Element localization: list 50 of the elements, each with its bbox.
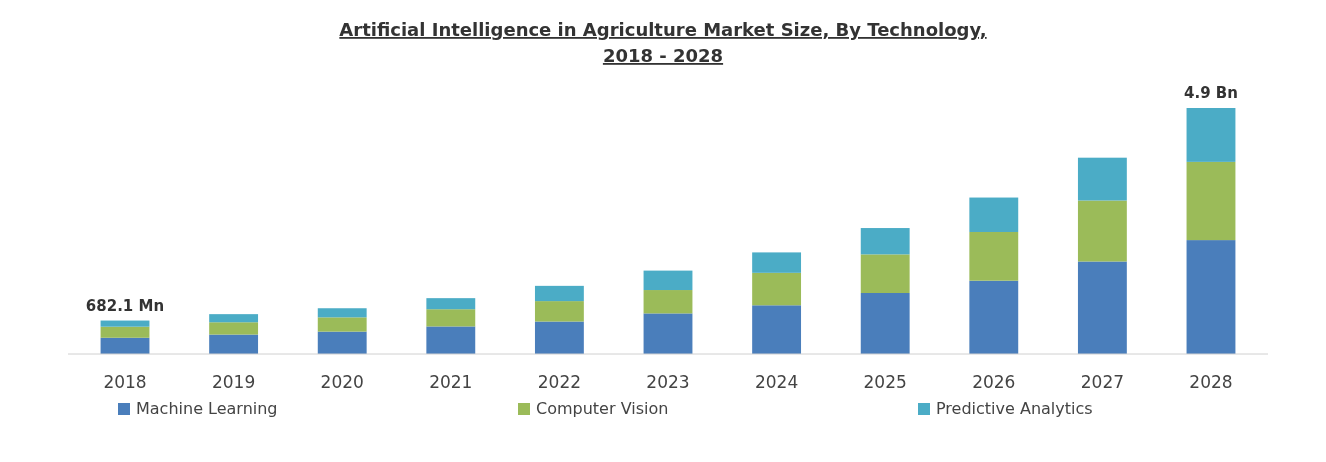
- bar: [969, 197, 1019, 232]
- bar: [317, 317, 367, 332]
- annotation: 682.1 Mn: [85, 296, 165, 315]
- bar: [969, 280, 1019, 354]
- bar: [752, 272, 802, 306]
- bar: [100, 326, 150, 338]
- bar: [860, 228, 910, 255]
- bar: [752, 252, 802, 273]
- x-tick-label: 2025: [863, 372, 907, 392]
- bar: [209, 322, 259, 335]
- x-tick-label: 2026: [972, 372, 1016, 392]
- x-tick-label: 2022: [537, 372, 582, 392]
- x-tick-label: 2028: [1189, 372, 1233, 392]
- x-tick-label: 2020: [320, 372, 364, 392]
- bar: [1186, 108, 1236, 162]
- x-tick-label: 2027: [1080, 372, 1125, 392]
- x-tick-label: 2019: [211, 372, 256, 392]
- bar: [1077, 157, 1127, 201]
- bar: [426, 298, 476, 310]
- bar: [860, 292, 910, 354]
- x-tick-label: 2023: [646, 372, 690, 392]
- bar: [426, 309, 476, 327]
- bar: [209, 314, 259, 323]
- bar: [1186, 161, 1236, 241]
- bar: [860, 254, 910, 293]
- bar: [426, 326, 476, 354]
- bar: [209, 334, 259, 354]
- bar: [317, 308, 367, 318]
- bar: [534, 285, 584, 302]
- bar: [534, 321, 584, 354]
- chart-title: Artificial Intelligence in Agriculture Market Size, By Technology, 2018 - 2028: [339, 19, 987, 66]
- bar: [1186, 240, 1236, 354]
- bar: [1077, 261, 1127, 354]
- x-tick-label: 2024: [754, 372, 799, 392]
- bar: [534, 301, 584, 322]
- bar: [100, 320, 150, 327]
- legend-label: Computer Vision: [536, 399, 669, 418]
- legend-label: Predictive Analytics: [936, 399, 1093, 418]
- legend-label: Machine Learning: [136, 399, 278, 418]
- x-tick-label: 2021: [429, 372, 473, 392]
- bar: [643, 313, 693, 354]
- bar: [969, 231, 1019, 281]
- bar: [317, 331, 367, 354]
- bar: [643, 270, 693, 291]
- bar: [643, 290, 693, 314]
- bar: [1077, 200, 1127, 262]
- bar: [752, 305, 802, 354]
- x-tick-label: 2018: [103, 372, 147, 392]
- bar: [100, 337, 150, 354]
- annotation: 4.9 Bn: [1184, 84, 1238, 102]
